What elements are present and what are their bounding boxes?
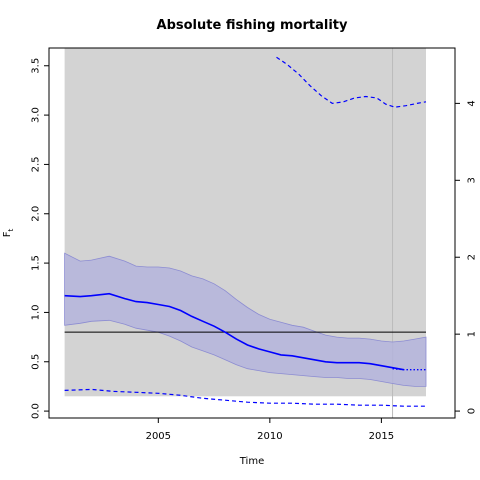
y2-tick-label: 4 xyxy=(467,100,478,106)
y-tick-label: 3.5 xyxy=(31,58,42,74)
y-axis-title-main: F xyxy=(2,231,13,237)
y-axis-title: Ft xyxy=(2,228,15,237)
y-tick-label: 2.0 xyxy=(31,206,42,222)
y2-tick-label: 1 xyxy=(467,331,478,337)
x-axis: 2005 2010 2015 xyxy=(146,418,394,442)
y-tick-label: 3.0 xyxy=(31,107,42,123)
y-tick-label: 0.0 xyxy=(31,403,42,419)
x-tick-label: 2010 xyxy=(257,431,282,442)
plot-frame xyxy=(48,47,456,419)
confidence-band xyxy=(64,252,427,387)
y-axis-title-subscript: t xyxy=(7,228,15,231)
y-tick-label: 0.5 xyxy=(31,354,42,370)
y2-tick-label: 2 xyxy=(467,254,478,260)
y2-tick-label: 3 xyxy=(467,177,478,183)
x-tick-label: 2015 xyxy=(369,431,394,442)
y-axis-right: 0 1 2 3 4 xyxy=(455,100,478,414)
y-tick-label: 2.5 xyxy=(31,156,42,172)
y-tick-label: 1.5 xyxy=(31,255,42,271)
y-axis-left: 0.0 0.5 1.0 1.5 2.0 2.5 3.0 3.5 xyxy=(31,58,49,419)
y-axis-title-group: Ft xyxy=(2,228,15,237)
plot-area xyxy=(64,48,427,418)
y-tick-label: 1.0 xyxy=(31,304,42,320)
chart-title: Absolute fishing mortality xyxy=(157,18,348,33)
x-tick-label: 2005 xyxy=(146,431,171,442)
estimate-line xyxy=(64,292,404,371)
lower-dashed-line xyxy=(64,388,426,407)
y2-tick-label: 0 xyxy=(467,408,478,414)
x-axis-title: Time xyxy=(239,456,264,467)
